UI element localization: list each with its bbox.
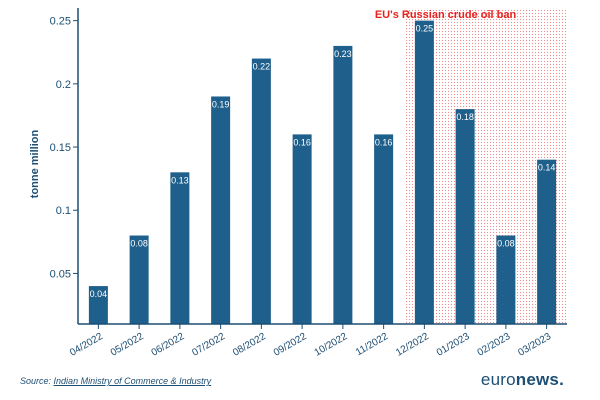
x-tick-label: 02/2023	[476, 331, 513, 359]
bar-10/2022	[333, 45, 353, 325]
y-axis-label: tonne million	[29, 130, 41, 199]
value-label-07/2022: 0.19	[212, 99, 230, 109]
source-note: Source: Indian Ministry of Commerce & In…	[20, 376, 211, 386]
oil-ban-annotation: EU's Russian crude oil ban	[375, 9, 517, 21]
brand-light: euro	[480, 370, 516, 389]
bar-01/2023	[455, 109, 475, 325]
x-tick-label: 05/2022	[109, 331, 146, 359]
bar-06/2022	[170, 172, 190, 324]
x-tick-label: 08/2022	[231, 331, 268, 359]
brand-bold: news.	[515, 370, 564, 389]
x-tick-label: 11/2022	[354, 331, 391, 358]
x-tick-label: 01/2023	[435, 331, 472, 359]
value-label-10/2022: 0.23	[334, 49, 352, 59]
value-label-04/2022: 0.04	[90, 289, 108, 299]
bar-07/2022	[211, 96, 231, 324]
x-tick-label: 04/2022	[68, 331, 105, 359]
value-label-06/2022: 0.13	[171, 175, 189, 185]
bar-03/2023	[537, 159, 557, 324]
source-link[interactable]: Indian Ministry of Commerce & Industry	[53, 376, 212, 386]
x-tick-label: 07/2022	[190, 331, 227, 359]
y-tick-label: 0.05	[50, 268, 71, 280]
x-tick-label: 03/2023	[516, 331, 553, 359]
y-tick-label: 0.25	[50, 16, 71, 28]
y-tick-label: 0.1	[56, 205, 71, 217]
x-tick-label: 10/2022	[313, 331, 350, 359]
x-tick-label: 06/2022	[150, 331, 187, 359]
bar-04/2022	[88, 286, 108, 324]
bar-11/2022	[374, 134, 394, 324]
bar-09/2022	[292, 134, 312, 324]
value-label-01/2023: 0.18	[456, 112, 474, 122]
x-tick-label: 12/2022	[394, 331, 431, 359]
value-label-12/2022: 0.25	[416, 24, 434, 34]
source-prefix: Source:	[20, 376, 52, 386]
bar-12/2022	[414, 20, 434, 324]
value-label-02/2023: 0.08	[497, 239, 515, 249]
y-tick-label: 0.2	[56, 79, 71, 91]
value-label-08/2022: 0.22	[253, 62, 271, 72]
value-label-11/2022: 0.16	[375, 137, 393, 147]
y-tick-label: 0.15	[50, 142, 71, 154]
value-label-05/2022: 0.08	[130, 239, 148, 249]
bar-08/2022	[251, 58, 271, 325]
bar-05/2022	[129, 235, 149, 324]
value-label-09/2022: 0.16	[293, 137, 311, 147]
euronews-logo: euronews.	[481, 370, 564, 390]
x-tick-label: 09/2022	[272, 331, 309, 359]
bar-02/2023	[496, 235, 516, 324]
value-label-03/2023: 0.14	[538, 163, 556, 173]
